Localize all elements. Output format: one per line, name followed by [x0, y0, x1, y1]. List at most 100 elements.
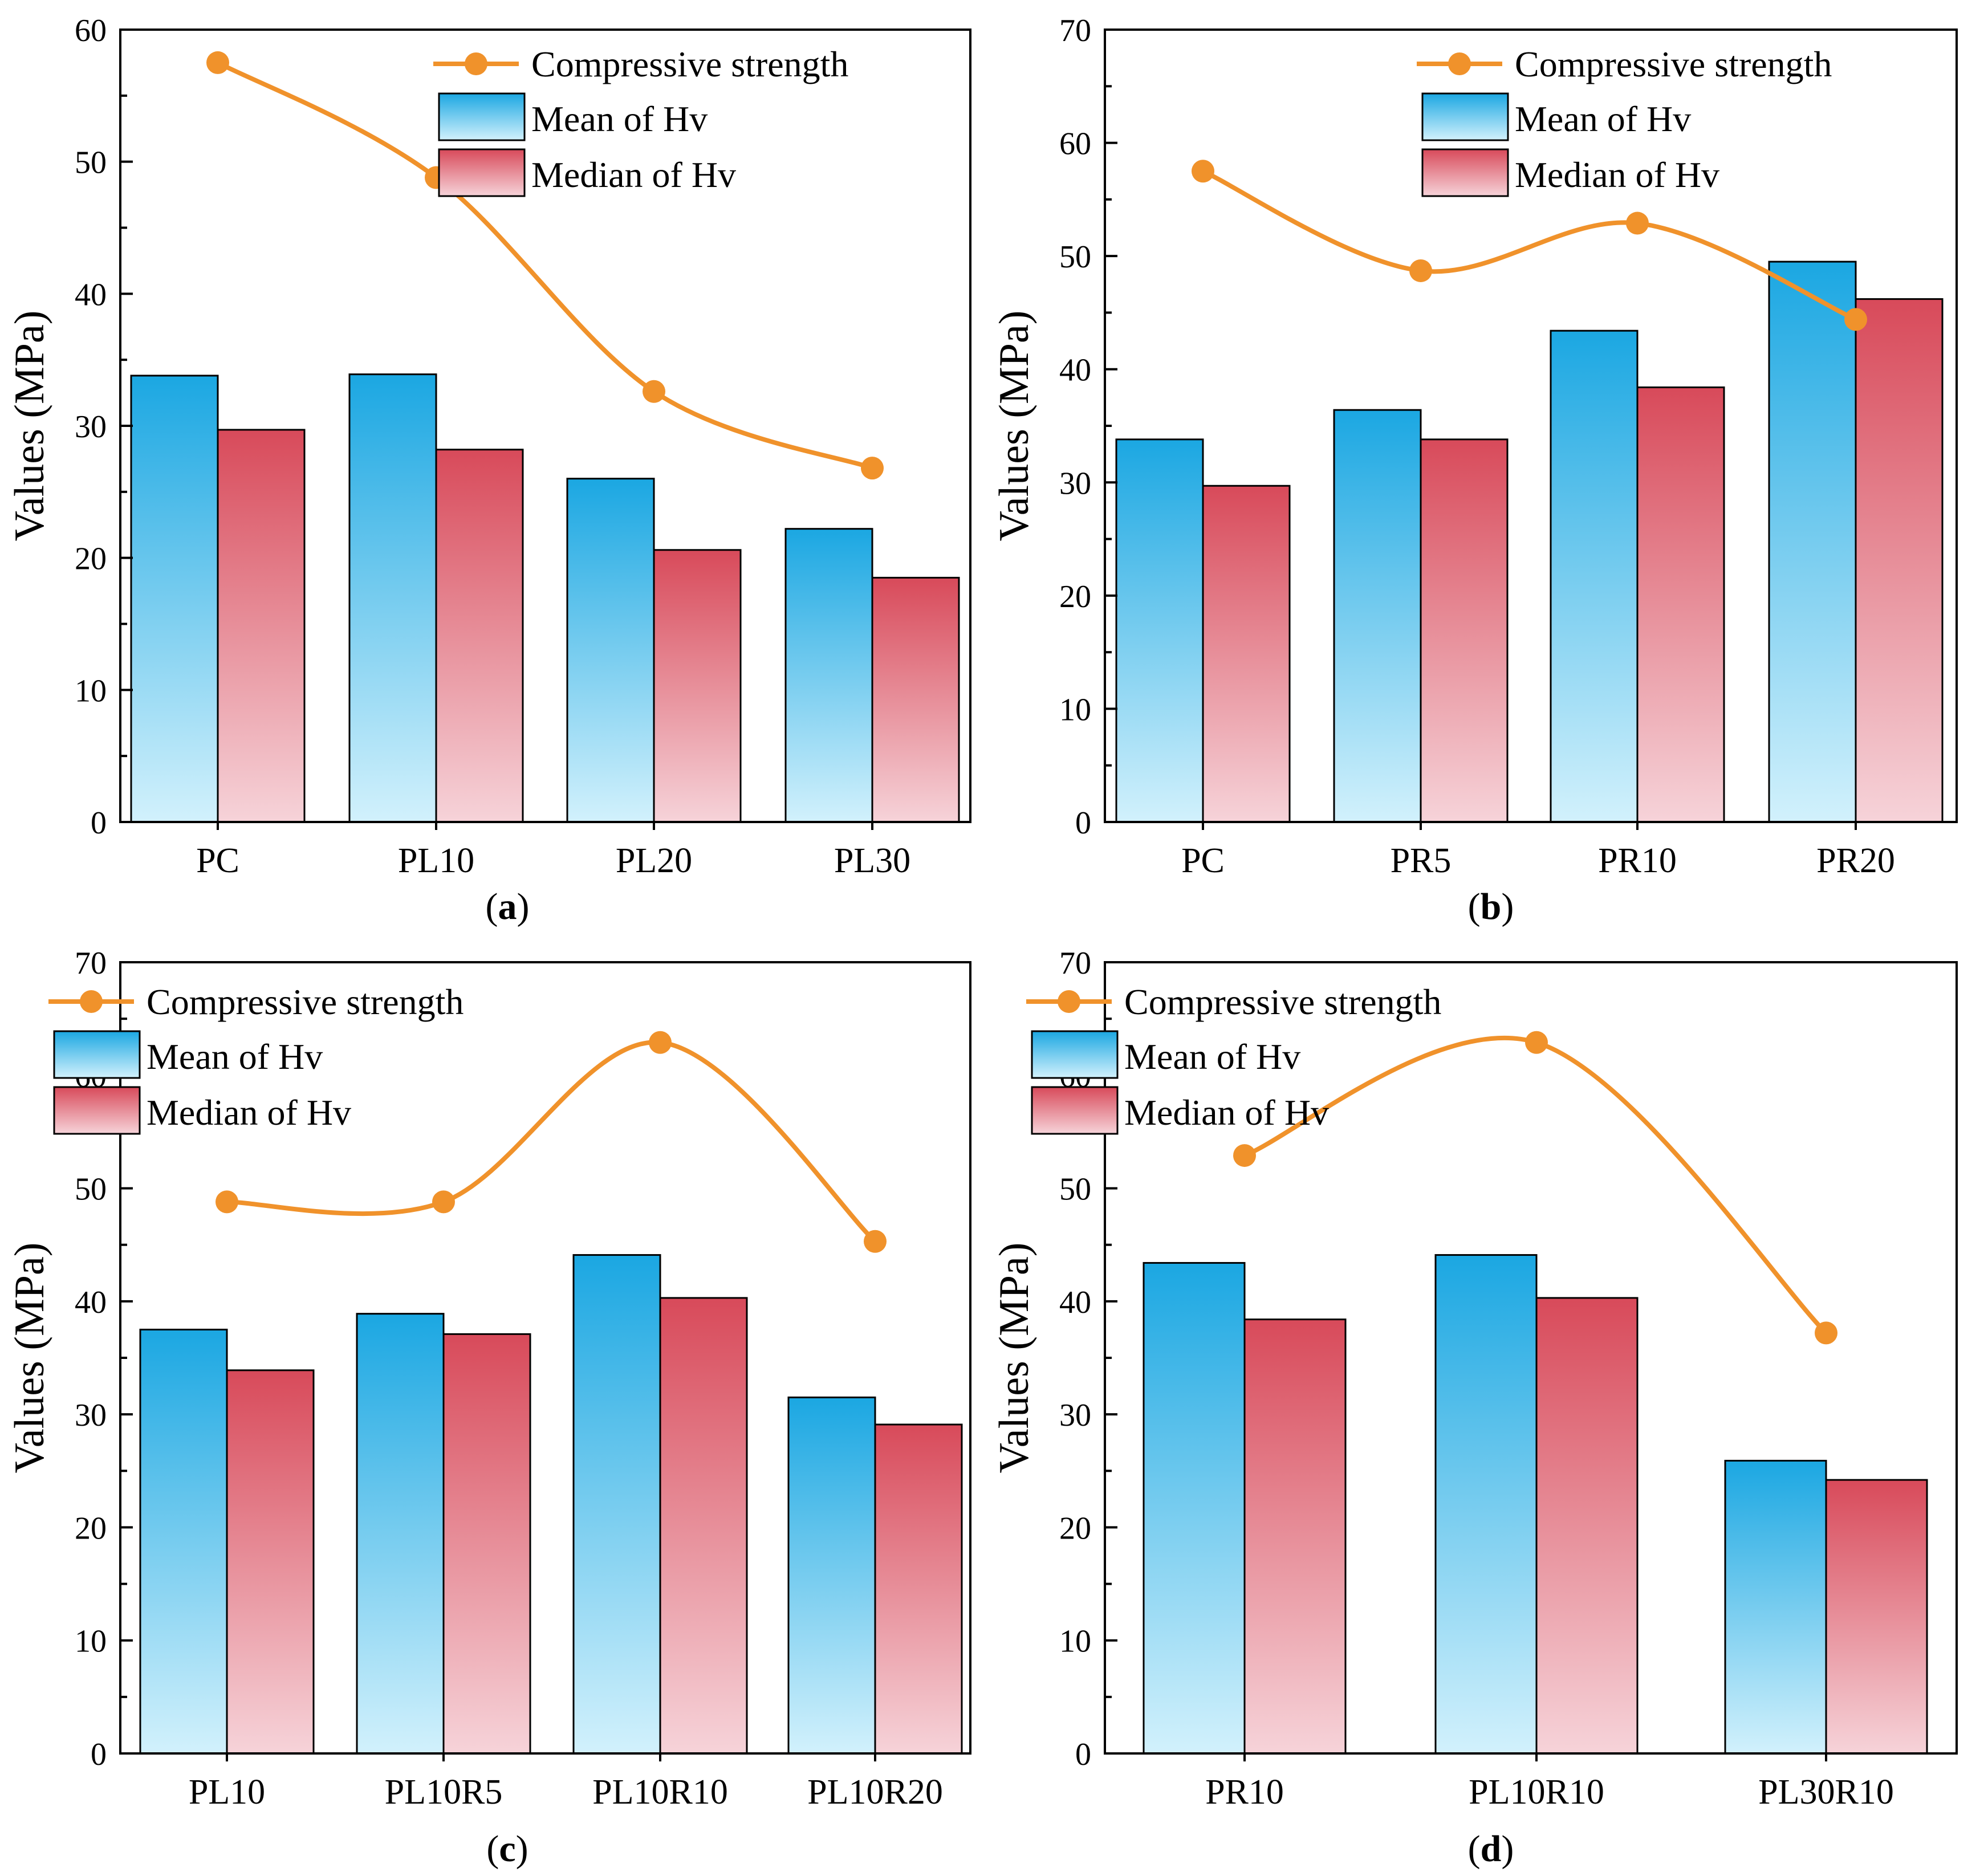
bar-mean-PC	[130, 375, 219, 823]
x-tick-label-PL10R5: PL10R5	[385, 1773, 503, 1812]
x-tick-label-PL10R20: PL10R20	[807, 1773, 943, 1812]
y-axis-title: Values (MPa)	[991, 311, 1038, 542]
x-tick-label-PL10R10: PL10R10	[1469, 1773, 1604, 1812]
compressive-strength-point-PL30R10	[1815, 1321, 1837, 1345]
panel-caption: (a)	[486, 886, 530, 927]
legend-label-mean: Mean of Hv	[147, 1036, 323, 1077]
legend-mean-swatch	[53, 1030, 141, 1079]
y-tick-label: 70	[1059, 13, 1091, 48]
compressive-strength-point-PL10R20	[864, 1230, 887, 1253]
y-tick-label: 40	[1059, 1285, 1091, 1320]
bar-median-PL30R10	[1825, 1479, 1928, 1755]
y-tick-label: 30	[1059, 466, 1091, 501]
bar-mean-PL20	[566, 478, 655, 823]
compressive-strength-point-PL10R10	[649, 1031, 672, 1054]
y-tick-label: 30	[75, 1398, 107, 1433]
compressive-strength-point-PR5	[1409, 259, 1432, 282]
y-axis-title: Values (MPa)	[6, 1243, 53, 1474]
y-tick-label: 20	[75, 542, 107, 577]
panel-caption: (c)	[486, 1828, 528, 1870]
legend-label-mean: Mean of Hv	[1515, 99, 1691, 139]
bar-median-PL10	[435, 449, 524, 823]
y-tick-label: 40	[75, 1285, 107, 1320]
compressive-strength-point-PL30	[861, 457, 884, 480]
bar-mean-PC	[1115, 438, 1204, 823]
compressive-strength-point-PL10R10	[1525, 1031, 1548, 1054]
y-tick-label: 60	[1059, 127, 1091, 162]
bar-median-PL10	[226, 1369, 315, 1755]
y-tick-label: 40	[75, 277, 107, 312]
bar-mean-PL10R10	[1434, 1254, 1538, 1755]
y-tick-label: 40	[1059, 353, 1091, 388]
legend: Compressive strength Mean of Hv Median of …	[1417, 44, 1832, 197]
legend-label-compressive-strength: Compressive strength	[531, 44, 848, 84]
legend-label-median: Median of Hv	[531, 154, 736, 195]
bar-median-PL10R10	[659, 1297, 748, 1755]
legend-mean-swatch	[1031, 1030, 1119, 1079]
bar-median-PR10	[1636, 386, 1725, 823]
compressive-strength-line	[217, 60, 873, 470]
y-tick-label: 30	[1059, 1398, 1091, 1433]
y-tick-label: 50	[75, 1172, 107, 1207]
x-tick-label-PR20: PR20	[1816, 841, 1895, 880]
bar-median-PR5	[1420, 438, 1509, 823]
bar-median-PL10R5	[442, 1333, 531, 1755]
chart-panel-d: 010203040506070PR10PL10R10PL30R10Values …	[991, 946, 1958, 1870]
compressive-strength-point-PC	[1192, 160, 1214, 183]
y-tick-label: 20	[1059, 579, 1091, 615]
bar-median-PL10R10	[1535, 1297, 1639, 1755]
legend-label-median: Median of Hv	[1124, 1092, 1329, 1133]
legend: Compressive strength Mean of Hv Median of …	[433, 44, 848, 197]
bar-median-PR10	[1243, 1319, 1347, 1755]
bar-mean-PR10	[1550, 329, 1639, 823]
legend-median-swatch	[438, 148, 526, 197]
legend-marker-icon	[80, 990, 103, 1013]
compressive-strength-line	[1202, 169, 1857, 322]
x-tick-label-PR5: PR5	[1391, 841, 1452, 880]
legend-median-swatch	[53, 1086, 141, 1135]
y-axis-title: Values (MPa)	[991, 1243, 1038, 1474]
bar-mean-PL10R10	[572, 1254, 661, 1755]
chart-panel-b: 0 10 20 30 40 50 60 70 PC PR5 PR10 PR20 Values (MPa)…	[991, 13, 1958, 927]
x-tick-label-PL20: PL20	[616, 841, 692, 880]
legend-mean-swatch	[1421, 92, 1509, 141]
bar-mean-PL10R20	[787, 1396, 876, 1755]
legend: Compressive strength Mean of Hv Median of …	[1026, 982, 1441, 1135]
bar-mean-PR20	[1768, 261, 1857, 823]
y-tick-label: 0	[91, 805, 107, 841]
chart-panel-c: 010203040506070PL10PL10R5PL10R10PL10R20V…	[6, 946, 971, 1870]
bar-median-PR20	[1855, 298, 1944, 823]
x-tick-label-PL10R10: PL10R10	[592, 1773, 728, 1812]
x-tick-label-PC: PC	[1181, 841, 1225, 880]
y-tick-label: 20	[1059, 1511, 1091, 1546]
x-tick-label-PL10: PL10	[189, 1773, 265, 1812]
bar-mean-PL10	[348, 373, 437, 823]
legend-label-mean: Mean of Hv	[1124, 1036, 1300, 1077]
y-tick-label: 10	[75, 1624, 107, 1659]
legend-label-compressive-strength: Compressive strength	[1515, 44, 1832, 84]
legend-label-compressive-strength: Compressive strength	[147, 982, 464, 1022]
y-tick-label: 50	[75, 145, 107, 181]
bar-median-PL20	[653, 549, 742, 823]
compressive-strength-point-PL20	[643, 380, 665, 403]
bar-median-PL10R20	[874, 1423, 963, 1755]
compressive-strength-point-PR10	[1233, 1144, 1256, 1167]
bar-median-PL30	[871, 576, 960, 823]
legend-marker-icon	[465, 52, 487, 75]
y-tick-label: 10	[1059, 1624, 1091, 1659]
legend-median-swatch	[1421, 148, 1509, 197]
bar-mean-PR10	[1143, 1261, 1246, 1755]
x-tick-label-PL30: PL30	[834, 841, 910, 880]
x-tick-label-PL10: PL10	[398, 841, 474, 880]
compressive-strength-point-PL10R5	[432, 1190, 455, 1214]
chart-panel-a: 0 10 20 30 40 50 60 PC PL10 PL20 PL30 Values (MPa) C…	[6, 13, 971, 927]
compressive-strength-point-PC	[206, 51, 229, 74]
x-tick-label-PC: PC	[196, 841, 239, 880]
compressive-strength-point-PL10	[216, 1190, 238, 1214]
x-tick-label-PL30R10: PL30R10	[1758, 1773, 1894, 1812]
y-tick-label: 60	[75, 13, 107, 48]
bar-median-PC	[217, 429, 306, 823]
y-axis-title: Values (MPa)	[6, 311, 53, 542]
x-tick-label-PR10: PR10	[1598, 841, 1677, 880]
y-tick-label: 20	[75, 1511, 107, 1546]
